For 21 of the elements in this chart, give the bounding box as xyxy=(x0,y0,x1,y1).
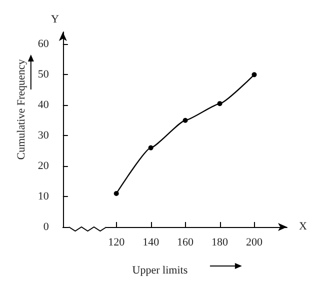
point xyxy=(114,190,119,196)
y-tick-label: 50 xyxy=(38,68,50,81)
point xyxy=(148,145,154,150)
x-tick-label: 200 xyxy=(246,236,263,248)
point xyxy=(252,72,257,78)
y-tick-label: 10 xyxy=(38,190,50,203)
x-axis-title: Upper limits xyxy=(132,264,188,276)
x-tick-label: 140 xyxy=(142,236,160,248)
point xyxy=(182,118,188,123)
y-tick-label: 30 xyxy=(38,130,50,142)
x-tick-label: 160 xyxy=(177,236,194,248)
y-tick-label: 60 xyxy=(38,38,50,50)
text: Y xyxy=(50,14,59,26)
y-tick-label: 0 xyxy=(43,221,50,233)
y-axis-title: Cumulative Frequency xyxy=(16,58,28,160)
text: X xyxy=(299,220,307,232)
y-tick-label: 40 xyxy=(38,99,50,112)
x-tick-label: 120 xyxy=(108,236,126,248)
y-tick-label: 20 xyxy=(38,160,50,172)
x-tick-label: 180 xyxy=(212,236,229,248)
point xyxy=(217,101,222,106)
